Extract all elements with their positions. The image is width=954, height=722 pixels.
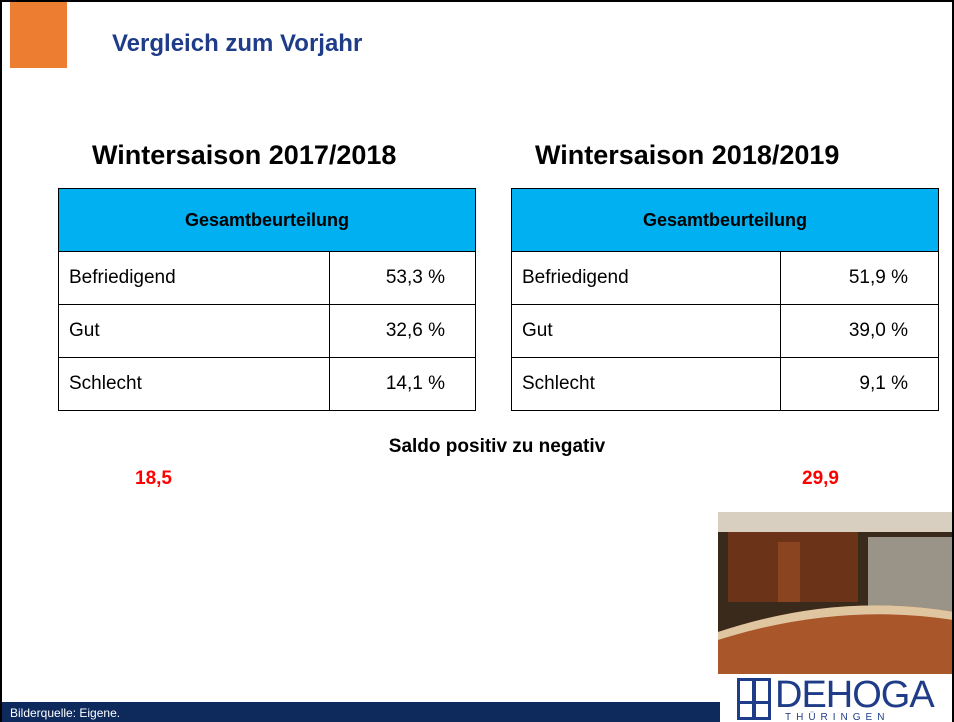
cell: Schlecht (58, 357, 330, 411)
dehoga-logo: DEHOGA THÜRINGEN (737, 674, 952, 722)
slide-title: Vergleich zum Vorjahr (112, 30, 363, 57)
reception-photo (718, 512, 952, 674)
cell: 53,3 % (329, 251, 476, 305)
footer-text: Bilderquelle: Eigene. (10, 706, 121, 720)
rating-table: Gesamtbeurteilung Befriedigend 53,3 % Gut… (58, 188, 476, 411)
cell: Befriedigend (511, 251, 781, 305)
saldo-value: 18,5 (135, 468, 172, 489)
rating-table: Gesamtbeurteilung Befriedigend 51,9 % Gut… (511, 188, 939, 411)
logo-subtext: THÜRINGEN (785, 712, 890, 722)
cell: 9,1 % (780, 357, 939, 411)
cell: 14,1 % (329, 357, 476, 411)
table-header: Gesamtbeurteilung (511, 188, 939, 252)
accent-square (10, 2, 67, 68)
cell: Befriedigend (58, 251, 330, 305)
saldo-label: Saldo positiv zu negativ (388, 436, 606, 457)
logo-text: DEHOGA (775, 674, 935, 716)
cell: Gut (511, 304, 781, 358)
season-heading: Wintersaison 2018/2019 (535, 140, 840, 170)
cell: 39,0 % (780, 304, 939, 358)
cell: 51,9 % (780, 251, 939, 305)
table-header: Gesamtbeurteilung (58, 188, 476, 252)
cell: Gut (58, 304, 330, 358)
cell: 32,6 % (329, 304, 476, 358)
season-heading: Wintersaison 2017/2018 (92, 140, 397, 170)
saldo-value: 29,9 (802, 468, 839, 489)
logo-icon (737, 678, 771, 720)
footer-bar: Bilderquelle: Eigene. (2, 702, 720, 722)
cell: Schlecht (511, 357, 781, 411)
